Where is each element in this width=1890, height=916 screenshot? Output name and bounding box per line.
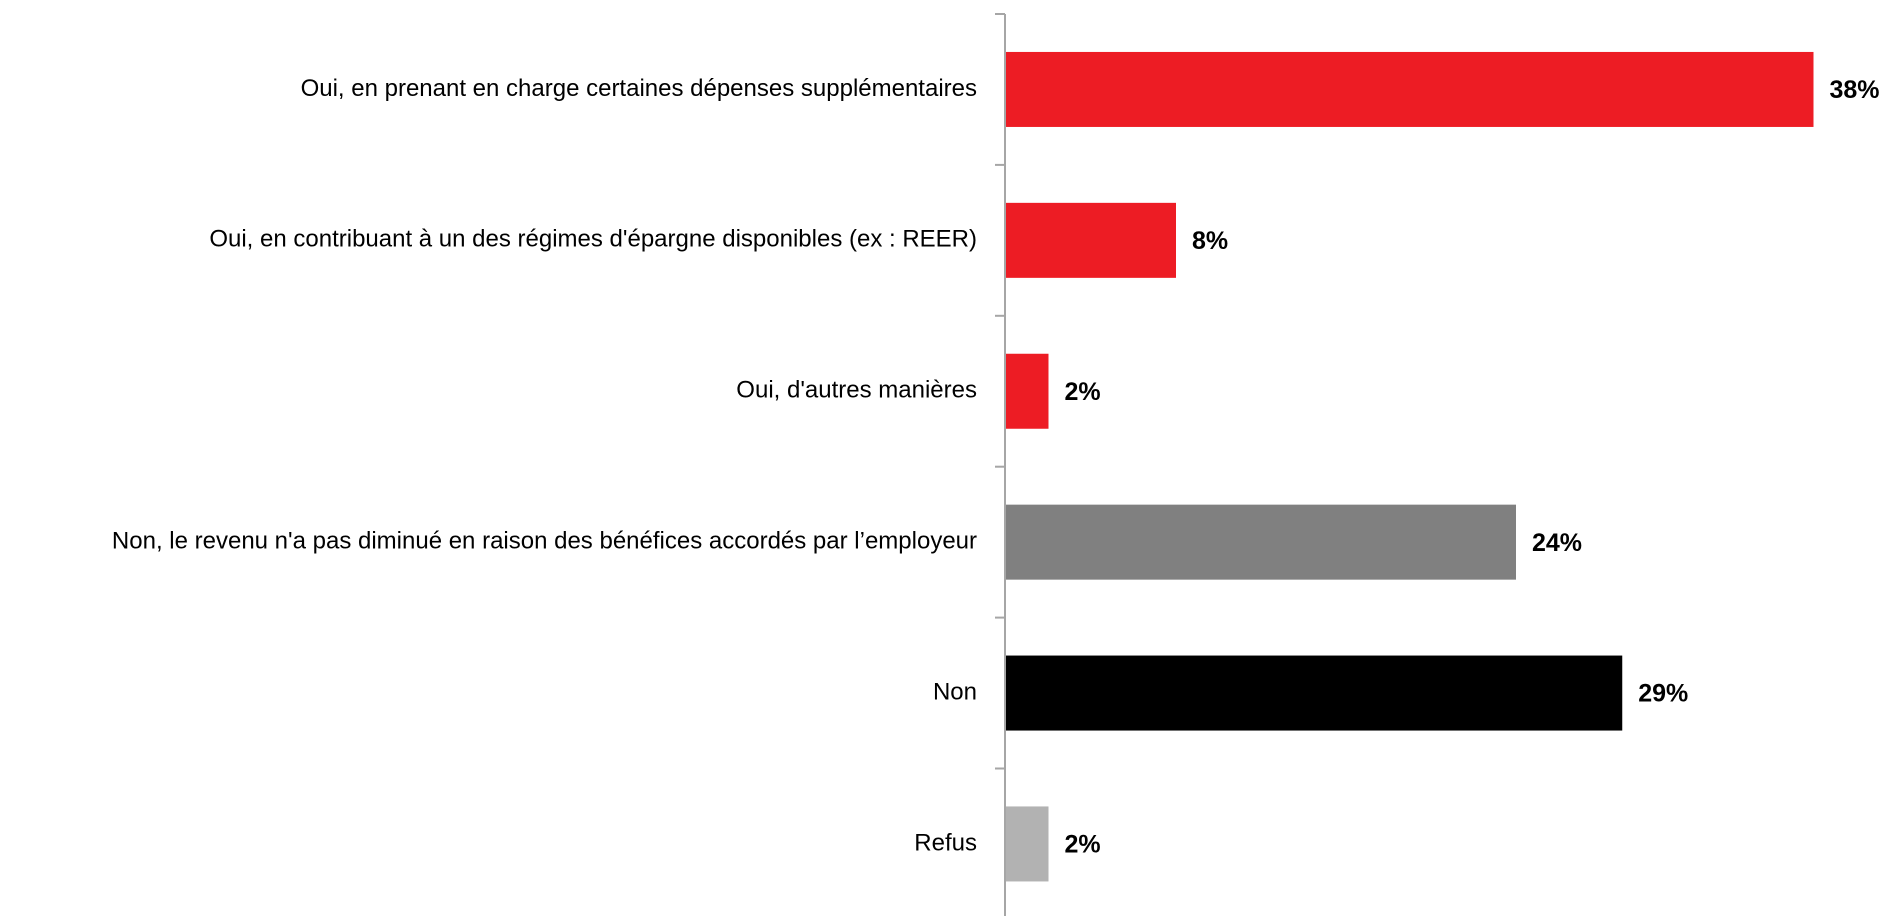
category-label: Oui, d'autres manières [736, 377, 977, 404]
bar [1006, 504, 1516, 580]
value-label: 24% [1532, 529, 1582, 557]
value-label: 2% [1065, 831, 1101, 859]
category-label: Refus [914, 829, 977, 856]
category-label: Non, le revenu n'a pas diminué en raison… [112, 527, 977, 554]
category-label: Non [933, 678, 977, 705]
value-label: 8% [1192, 227, 1228, 255]
bar [1006, 353, 1049, 429]
category-label: Oui, en prenant en charge certaines dépe… [301, 75, 977, 102]
bar [1006, 51, 1814, 127]
category-label: Oui, en contribuant à un des régimes d'é… [209, 226, 977, 253]
value-label: 29% [1638, 680, 1688, 708]
bar [1006, 202, 1176, 278]
value-label: 2% [1065, 378, 1101, 406]
bar [1006, 806, 1049, 882]
bar [1006, 655, 1623, 731]
value-label: 38% [1830, 76, 1880, 104]
